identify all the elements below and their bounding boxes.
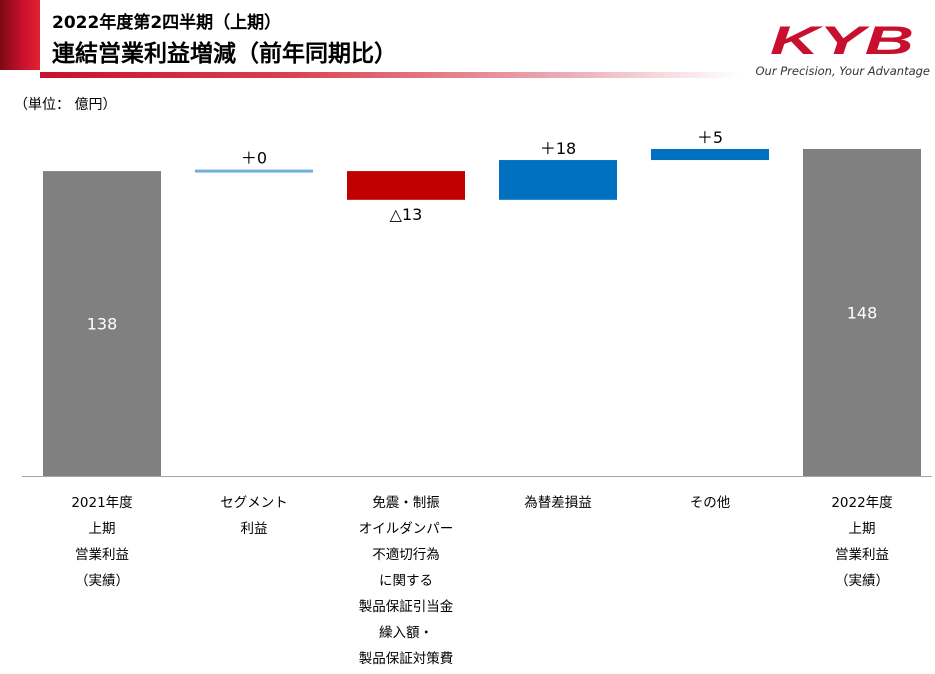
- page-title: 連結営業利益増減（前年同期比）: [52, 41, 397, 67]
- unit-label: （単位： 億円）: [14, 97, 117, 113]
- header-divider: [40, 72, 740, 78]
- data-label-4: ＋18: [540, 139, 576, 158]
- kyb-logo: KYB: [770, 20, 914, 60]
- header-accent-bar: [0, 0, 40, 70]
- category-label-4: 為替差損益: [524, 495, 592, 511]
- category-label-2: セグメント 利益: [220, 495, 288, 537]
- category-label-1: 2021年度 上期 営業利益 （実績）: [71, 495, 133, 589]
- category-label-3: 免震・制振 オイルダンパー 不適切行為 に関する 製品保証引当金 繰入額・ 製品…: [358, 495, 454, 667]
- tagline: Our Precision, Your Advantage: [755, 64, 930, 78]
- data-label-2: ＋0: [241, 149, 267, 168]
- data-label-1: 138: [87, 315, 118, 334]
- bar-4: [499, 160, 617, 200]
- svg-text:KYB: KYB: [770, 20, 914, 60]
- data-label-3: △13: [390, 205, 423, 224]
- category-label-6: 2022年度 上期 営業利益 （実績）: [831, 495, 893, 589]
- bar-5: [651, 149, 769, 161]
- page-subtitle: 2022年度第2四半期（上期）: [52, 13, 282, 33]
- bar-6: [803, 149, 921, 476]
- bar-3: [347, 171, 465, 200]
- data-label-6: 148: [847, 304, 878, 323]
- bar-2: [195, 169, 313, 173]
- bar-1: [43, 171, 161, 476]
- category-label-5: その他: [689, 495, 731, 511]
- data-label-5: ＋5: [697, 128, 723, 147]
